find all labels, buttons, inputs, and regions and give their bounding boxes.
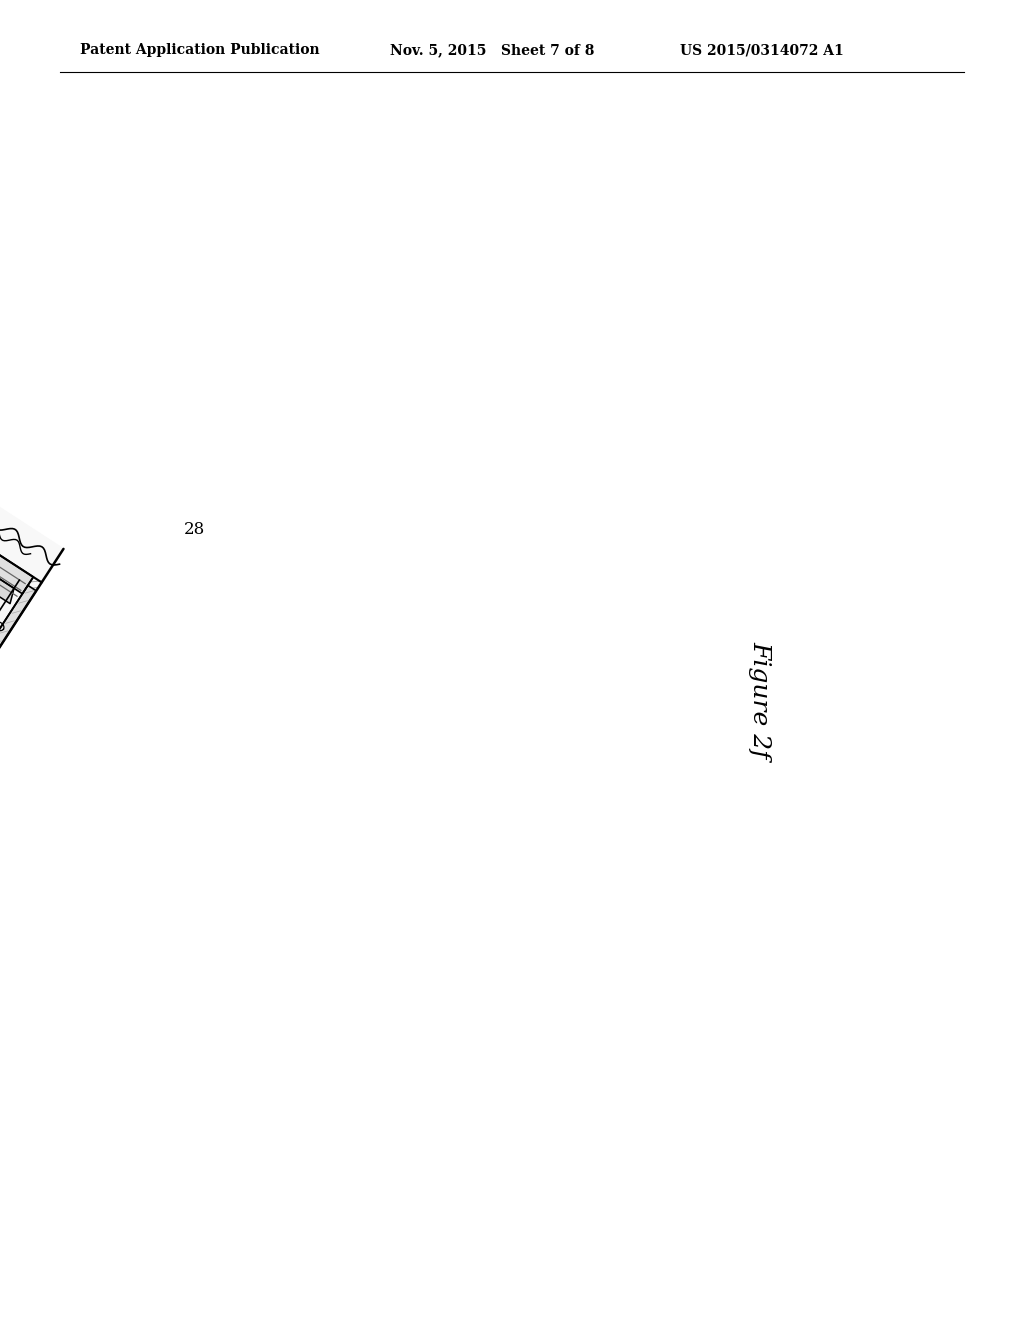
Polygon shape xyxy=(0,467,63,1320)
Polygon shape xyxy=(0,506,34,594)
Polygon shape xyxy=(0,528,14,603)
Text: Patent Application Publication: Patent Application Publication xyxy=(80,44,319,57)
Text: Nov. 5, 2015   Sheet 7 of 8: Nov. 5, 2015 Sheet 7 of 8 xyxy=(390,44,594,57)
Polygon shape xyxy=(0,543,4,797)
Text: US 2015/0314072 A1: US 2015/0314072 A1 xyxy=(680,44,844,57)
Text: 28: 28 xyxy=(183,521,205,539)
Text: Figure 2f: Figure 2f xyxy=(749,642,771,759)
Polygon shape xyxy=(0,585,36,1320)
